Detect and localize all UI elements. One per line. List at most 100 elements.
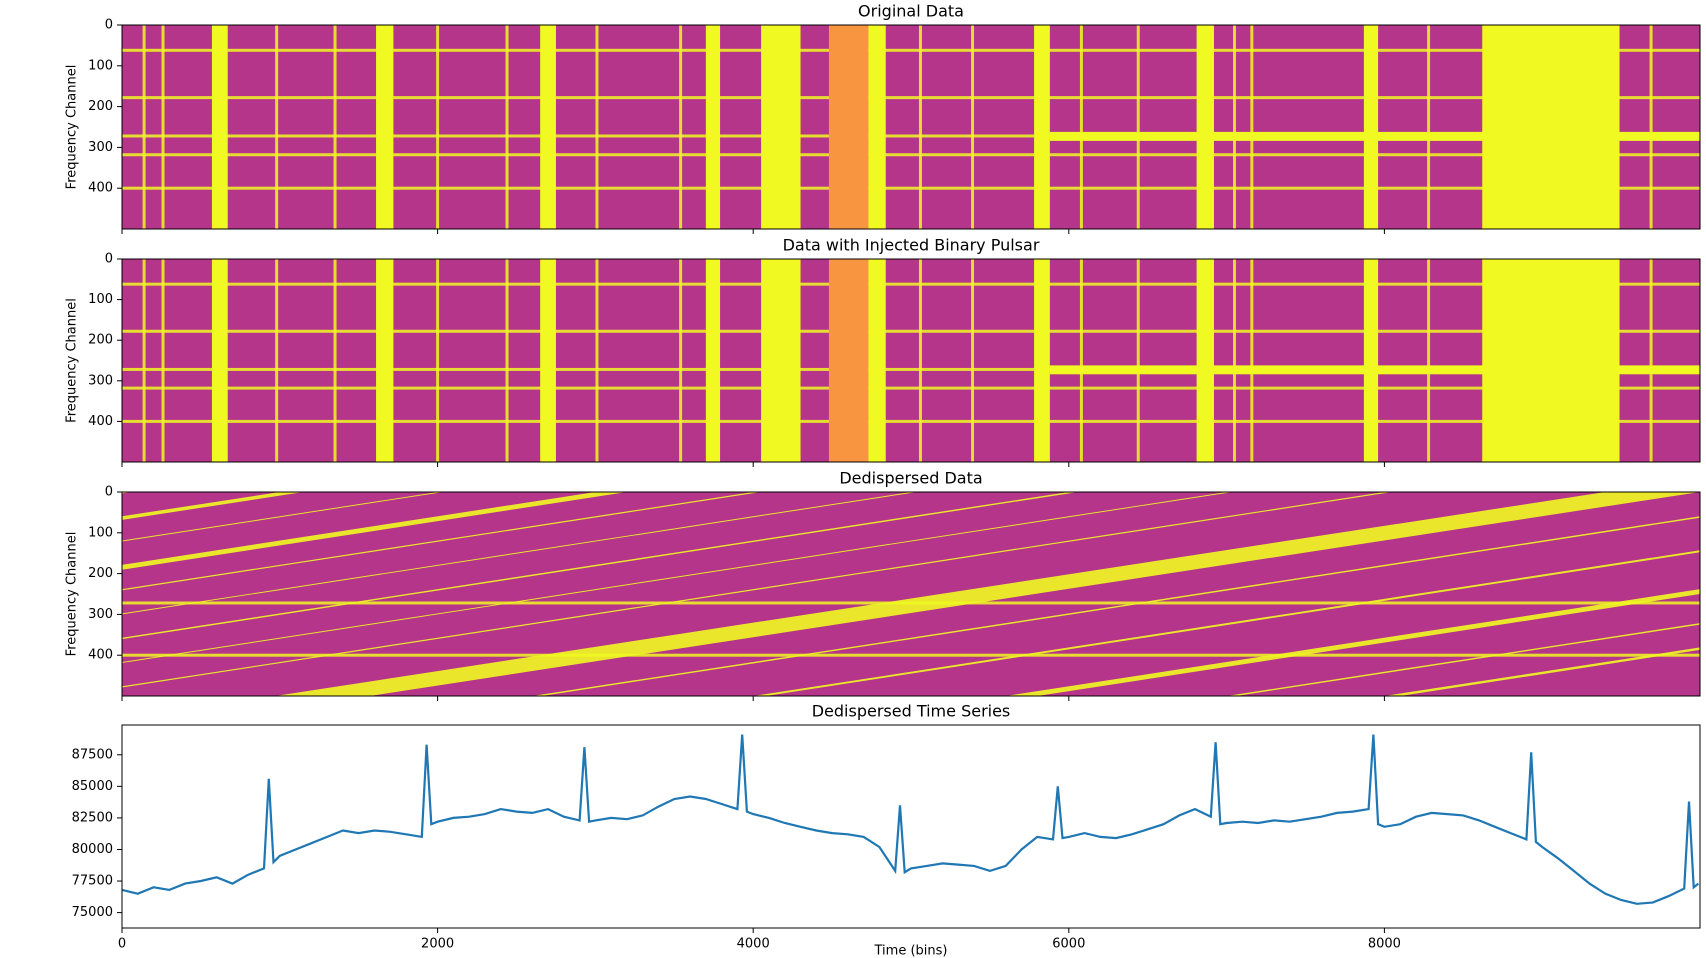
- dispersion-sweep: [1226, 623, 1700, 696]
- time-line: [1250, 259, 1254, 462]
- time-band: [761, 259, 801, 462]
- time-band: [705, 25, 721, 229]
- time-line: [1136, 25, 1140, 229]
- channel-line: [122, 282, 1700, 286]
- channel-line: [122, 329, 1700, 333]
- plot-frame: [121, 491, 1701, 697]
- x-tick-label: 0: [118, 937, 126, 952]
- time-band: [1196, 25, 1214, 229]
- time-line: [333, 25, 337, 229]
- chart-title: Dedispersed Time Series: [812, 702, 1011, 721]
- time-line: [505, 25, 509, 229]
- time-line: [918, 25, 922, 229]
- time-line: [161, 259, 165, 462]
- y-tick-label: 100: [88, 525, 113, 540]
- plot-area: [122, 492, 1700, 696]
- x-axis-label: Time (bins): [874, 944, 948, 958]
- y-tick-label: 87500: [72, 747, 113, 762]
- time-line: [142, 259, 146, 462]
- plot-area: [122, 734, 1700, 905]
- plot-frame: [121, 24, 1701, 230]
- time-band: [1363, 25, 1379, 229]
- time-line: [971, 259, 975, 462]
- dispersion-sweep: [1384, 647, 1700, 696]
- dispersion-sweep: [122, 492, 444, 542]
- channel-line: [122, 386, 1700, 390]
- time-line: [1250, 25, 1254, 229]
- time-band: [376, 25, 394, 229]
- channel-line: [122, 367, 1700, 371]
- dispersion-sweep: [122, 492, 918, 615]
- time-band: [828, 259, 869, 462]
- time-band: [1363, 259, 1379, 462]
- dispersion-sweep: [122, 492, 1079, 640]
- chart-title: Data with Injected Binary Pulsar: [783, 236, 1040, 255]
- time-band: [868, 25, 886, 229]
- plot-area: [122, 259, 1700, 462]
- y-tick-label: 0: [105, 18, 113, 33]
- time-line: [161, 25, 165, 229]
- time-band: [540, 25, 556, 229]
- plot-area: [122, 25, 1700, 229]
- y-tick-label: 0: [105, 485, 113, 500]
- y-tick-label: 100: [88, 292, 113, 307]
- dispersion-sweep: [122, 492, 304, 520]
- time-line: [1079, 25, 1083, 229]
- y-tick-label: 75000: [72, 905, 113, 920]
- plot-frame: [121, 724, 1701, 929]
- time-line: [595, 25, 599, 229]
- time-band: [828, 25, 869, 229]
- time-line: [142, 25, 146, 229]
- dispersion-sweep: [753, 550, 1700, 696]
- y-tick-label: 300: [88, 140, 113, 155]
- y-tick-label: 200: [88, 333, 113, 348]
- time-line: [918, 259, 922, 462]
- time-band: [211, 25, 228, 229]
- time-band: [761, 25, 801, 229]
- time-line: [1136, 259, 1140, 462]
- dispersion-sweep: [122, 492, 1233, 663]
- time-line: [275, 25, 279, 229]
- time-line: [1427, 25, 1431, 229]
- y-tick-label: 300: [88, 373, 113, 388]
- time-band: [376, 259, 394, 462]
- heatmap-background: [122, 25, 1700, 229]
- chart-title: Original Data: [858, 2, 964, 21]
- dispersion-sweep: [122, 492, 627, 570]
- y-tick-label: 400: [88, 181, 113, 196]
- time-line: [1232, 25, 1236, 229]
- time-line: [1079, 259, 1083, 462]
- y-axis-label: Frequency Channel: [65, 298, 80, 423]
- channel-line: [122, 153, 1700, 157]
- channel-line: [122, 134, 1700, 138]
- time-line: [505, 259, 509, 462]
- chart-title: Dedispersed Data: [839, 469, 982, 488]
- y-axis-label: Frequency Channel: [65, 65, 80, 190]
- x-tick-label: 2000: [421, 937, 454, 952]
- dispersion-sweep: [532, 516, 1700, 696]
- time-band: [1034, 25, 1050, 229]
- channel-line: [122, 186, 1700, 190]
- time-line: [595, 259, 599, 462]
- y-tick-label: 82500: [72, 810, 113, 825]
- time-line: [1232, 259, 1236, 462]
- time-line: [436, 25, 440, 229]
- y-tick-label: 80000: [72, 842, 113, 857]
- time-band: [705, 259, 721, 462]
- y-tick-label: 77500: [72, 874, 113, 889]
- time-band: [1034, 259, 1050, 462]
- time-line: [275, 259, 279, 462]
- time-line: [971, 25, 975, 229]
- time-band: [868, 259, 886, 462]
- x-tick-label: 6000: [1052, 937, 1085, 952]
- y-tick-label: 200: [88, 99, 113, 114]
- x-tick-label: 8000: [1368, 937, 1401, 952]
- time-band: [1196, 259, 1214, 462]
- time-line: [1427, 259, 1431, 462]
- time-line: [679, 259, 683, 462]
- dispersion-sweep: [1005, 589, 1700, 696]
- y-tick-label: 100: [88, 58, 113, 73]
- y-tick-label: 300: [88, 607, 113, 622]
- channel-line: [122, 48, 1700, 52]
